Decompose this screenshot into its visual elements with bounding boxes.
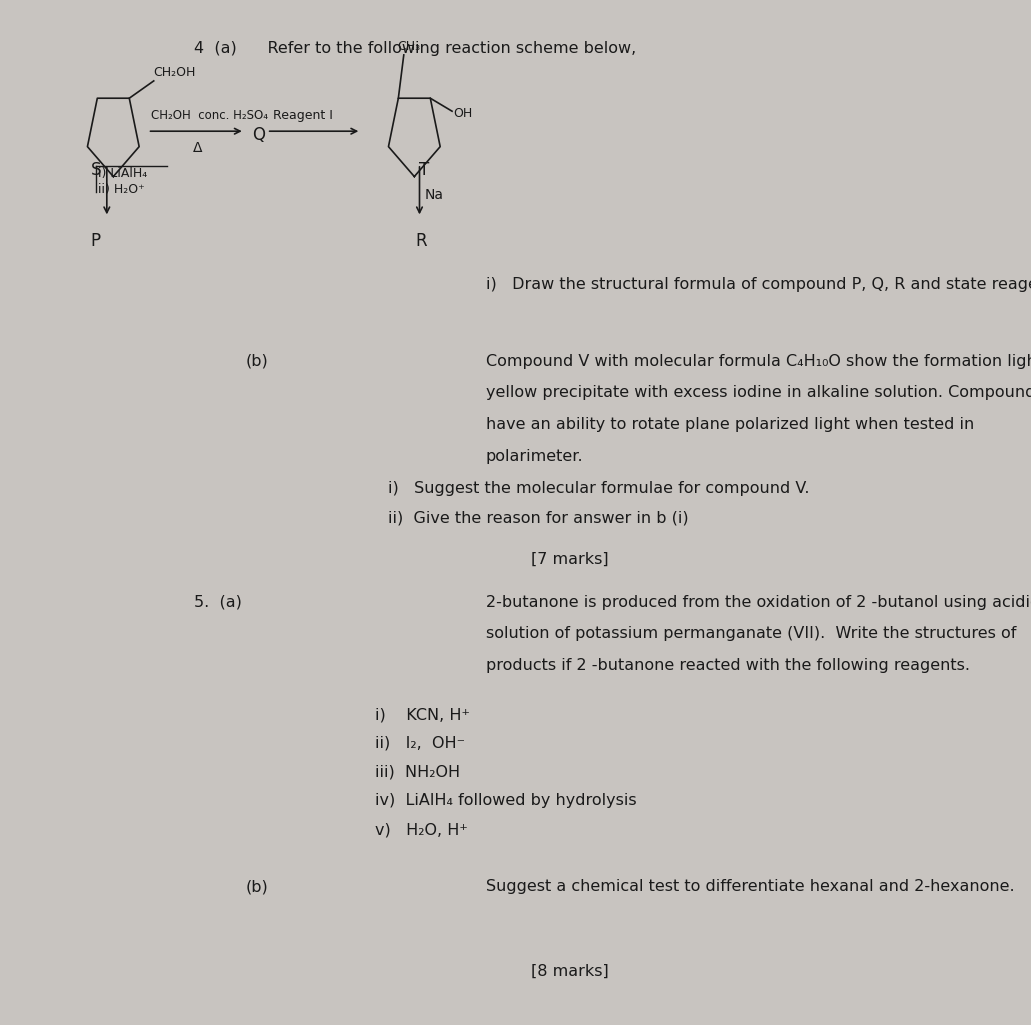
Text: have an ability to rotate plane polarized light when tested in: have an ability to rotate plane polarize… bbox=[486, 417, 974, 433]
Text: ii) H₂O⁺: ii) H₂O⁺ bbox=[98, 183, 144, 197]
Text: Δ: Δ bbox=[193, 141, 202, 156]
Text: ii)   I₂,  OH⁻: ii) I₂, OH⁻ bbox=[375, 736, 466, 751]
Text: (b): (b) bbox=[246, 879, 269, 895]
Text: CH₂OH  conc. H₂SO₄: CH₂OH conc. H₂SO₄ bbox=[151, 109, 268, 122]
Text: 2-butanone is produced from the oxidation of 2 -butanol using acidic: 2-butanone is produced from the oxidatio… bbox=[486, 594, 1031, 610]
Text: 5.  (a): 5. (a) bbox=[194, 594, 242, 610]
Text: (b): (b) bbox=[246, 354, 269, 369]
Text: solution of potassium permanganate (VII).  Write the structures of: solution of potassium permanganate (VII)… bbox=[486, 626, 1016, 642]
Text: products if 2 -butanone reacted with the following reagents.: products if 2 -butanone reacted with the… bbox=[486, 658, 969, 673]
Text: S: S bbox=[91, 161, 101, 179]
Text: CH₂OH: CH₂OH bbox=[154, 66, 196, 79]
Text: v)   H₂O, H⁺: v) H₂O, H⁺ bbox=[375, 822, 468, 837]
Text: yellow precipitate with excess iodine in alkaline solution. Compound V: yellow precipitate with excess iodine in… bbox=[486, 385, 1031, 401]
Text: Reagent I: Reagent I bbox=[273, 109, 333, 122]
Text: i) LiAlH₄: i) LiAlH₄ bbox=[98, 167, 147, 180]
Text: i)   Suggest the molecular formulae for compound V.: i) Suggest the molecular formulae for co… bbox=[389, 481, 810, 496]
Text: [7 marks]: [7 marks] bbox=[531, 551, 608, 567]
Text: i)    KCN, H⁺: i) KCN, H⁺ bbox=[375, 707, 470, 723]
Text: 4  (a)      Refer to the following reaction scheme below,: 4 (a) Refer to the following reaction sc… bbox=[194, 41, 636, 56]
Text: CH₃: CH₃ bbox=[397, 40, 421, 53]
Text: iv)  LiAlH₄ followed by hydrolysis: iv) LiAlH₄ followed by hydrolysis bbox=[375, 793, 637, 809]
Text: [8 marks]: [8 marks] bbox=[531, 964, 608, 979]
Text: Suggest a chemical test to differentiate hexanal and 2-hexanone.: Suggest a chemical test to differentiate… bbox=[486, 879, 1015, 895]
Text: polarimeter.: polarimeter. bbox=[486, 449, 584, 464]
Text: R: R bbox=[415, 232, 427, 250]
Text: P: P bbox=[91, 232, 101, 250]
Text: OH: OH bbox=[454, 107, 472, 120]
Text: ii)  Give the reason for answer in b (i): ii) Give the reason for answer in b (i) bbox=[389, 510, 689, 526]
Text: Q: Q bbox=[253, 126, 265, 145]
Text: i)   Draw the structural formula of compound P, Q, R and state reagent I.: i) Draw the structural formula of compou… bbox=[486, 277, 1031, 292]
Text: Compound V with molecular formula C₄H₁₀O show the formation light: Compound V with molecular formula C₄H₁₀O… bbox=[486, 354, 1031, 369]
Text: iii)  NH₂OH: iii) NH₂OH bbox=[375, 765, 461, 780]
Text: T: T bbox=[419, 161, 429, 179]
Text: Na: Na bbox=[425, 188, 443, 202]
